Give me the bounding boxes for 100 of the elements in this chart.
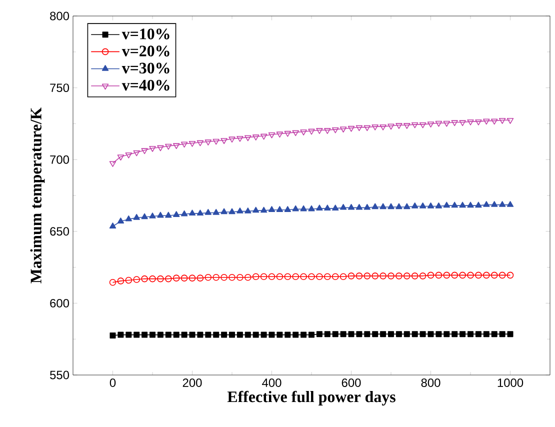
point <box>308 205 315 212</box>
point <box>498 118 506 124</box>
point <box>428 331 434 338</box>
point <box>284 206 291 212</box>
point <box>498 201 506 207</box>
point <box>196 210 204 216</box>
point <box>412 122 418 128</box>
point <box>308 273 315 280</box>
point <box>172 274 180 282</box>
point <box>340 331 346 338</box>
point <box>125 152 132 158</box>
point <box>292 332 299 338</box>
point <box>157 275 164 282</box>
point <box>260 332 267 338</box>
legend-label: v=10% <box>122 28 170 40</box>
point <box>419 122 426 128</box>
point <box>173 211 180 217</box>
point <box>228 136 236 143</box>
point <box>498 272 506 279</box>
y-tick-label: 800 <box>50 12 70 20</box>
point <box>212 208 220 215</box>
point <box>396 331 402 338</box>
point <box>165 275 172 282</box>
point <box>276 132 284 138</box>
point <box>300 332 307 338</box>
point <box>388 203 394 210</box>
point <box>435 202 442 208</box>
point <box>444 331 450 338</box>
point <box>436 331 442 338</box>
point <box>340 204 347 210</box>
point <box>483 201 490 207</box>
point <box>356 331 362 338</box>
point <box>460 331 466 338</box>
point <box>133 214 140 220</box>
point <box>380 124 386 130</box>
x-tick-label: 400 <box>262 378 282 387</box>
point <box>268 206 276 212</box>
point <box>189 332 196 338</box>
point <box>490 272 498 279</box>
legend-label: v=40% <box>122 80 170 91</box>
point <box>244 135 252 142</box>
point <box>252 134 260 140</box>
point <box>157 212 164 218</box>
point <box>300 273 307 280</box>
point <box>212 274 220 281</box>
point <box>356 204 363 210</box>
point <box>316 204 323 211</box>
point <box>268 332 275 338</box>
point <box>157 332 164 338</box>
point <box>475 202 482 208</box>
point <box>491 118 498 125</box>
point <box>221 332 228 338</box>
point <box>435 120 442 127</box>
point <box>149 275 156 282</box>
point <box>324 331 330 338</box>
point <box>459 120 466 126</box>
point <box>141 148 148 154</box>
point <box>149 212 156 218</box>
point <box>165 332 172 338</box>
point <box>117 278 124 284</box>
point <box>388 272 394 280</box>
point <box>427 272 434 279</box>
point <box>142 332 148 338</box>
y-tick-label: 600 <box>50 298 70 308</box>
point <box>165 212 172 218</box>
point <box>364 331 370 338</box>
x-tick-label: 800 <box>421 378 440 387</box>
point <box>196 140 204 146</box>
point <box>348 272 355 280</box>
point <box>388 331 394 338</box>
point <box>404 331 410 338</box>
point <box>356 272 363 280</box>
point <box>380 203 386 210</box>
point <box>133 150 140 156</box>
point <box>150 332 156 338</box>
point <box>180 142 188 148</box>
point <box>284 332 291 338</box>
point <box>300 129 307 136</box>
point <box>452 331 458 338</box>
point <box>252 206 260 213</box>
point <box>332 331 338 338</box>
point <box>419 202 426 208</box>
point <box>180 210 188 216</box>
point <box>324 273 331 280</box>
point <box>332 273 339 280</box>
point <box>180 274 188 282</box>
point <box>427 202 434 208</box>
point <box>229 332 235 338</box>
point <box>276 206 284 212</box>
point <box>348 331 354 338</box>
point <box>467 119 474 126</box>
x-tick-label: 1000 <box>498 378 524 387</box>
point <box>244 274 252 281</box>
point <box>125 215 132 222</box>
point <box>348 204 355 210</box>
point <box>404 203 410 210</box>
point <box>396 203 402 210</box>
point <box>276 273 284 280</box>
y-tick-label: 750 <box>50 84 70 92</box>
point <box>236 274 244 281</box>
